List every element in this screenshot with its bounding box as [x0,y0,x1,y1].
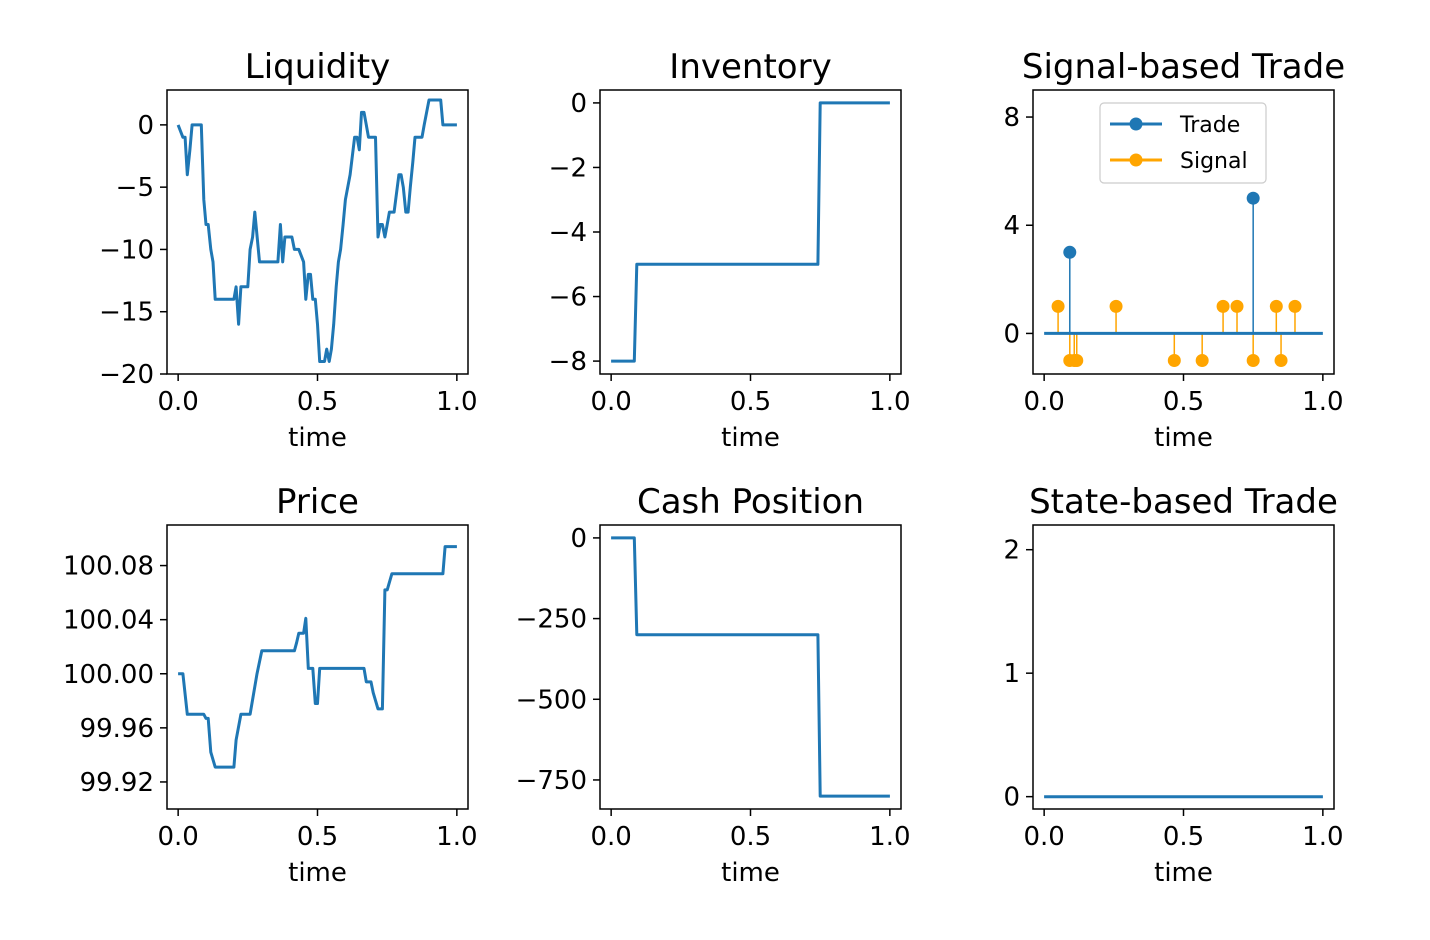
state-based-trade-y-tick-label: 0 [1003,783,1020,813]
cash-position-x-tick-label: 0.5 [730,822,771,852]
state-based-trade-y-tick-label: 2 [1003,536,1020,566]
inventory-x-tick-label: 1.0 [869,387,910,417]
inventory-series-line [611,101,890,363]
liquidity-y-tick-label: −5 [116,173,154,203]
liquidity-y-tick-label: −10 [99,235,154,265]
cash-position-title: Cash Position [637,482,864,522]
price-x-axis-label: time [288,858,347,888]
cash-position-panel: Cash Position time 0.0 0.5 1.0 0 −250 −500 −75… [516,482,911,888]
liquidity-y-tick-label: 0 [137,111,154,141]
legend-trade-marker [1129,117,1143,131]
signal-marker [1051,299,1065,313]
cash-position-y-tick-label: −750 [516,766,587,796]
liquidity-y-tick-label: −20 [99,360,154,390]
trade-marker [1246,191,1260,205]
cash-position-x-axis-label: time [721,858,780,888]
state-based-trade-x-tick-label: 1.0 [1302,822,1343,852]
signal-marker [1167,353,1181,367]
signal-based-trade-title: Signal-based Trade [1022,47,1345,87]
liquidity-x-tick-label: 0.5 [297,387,338,417]
cash-position-x-tick-label: 0.0 [590,822,631,852]
state-based-trade-x-tick-label: 0.0 [1023,822,1064,852]
cash-position-x-tick-label: 1.0 [869,822,910,852]
signal-marker [1246,353,1260,367]
signal-based-trade-x-tick-label: 0.5 [1163,387,1204,417]
liquidity-series-line [176,98,457,363]
price-x-tick-label: 0.0 [157,822,198,852]
legend-signal-label: Signal [1180,149,1248,174]
signal-marker [1070,353,1084,367]
signal-based-trade-y-tick-label: 0 [1003,319,1020,349]
signal-marker [1195,353,1209,367]
legend-signal-marker [1129,153,1143,167]
liquidity-y-tick-label: −15 [99,298,154,328]
signal-marker [1216,299,1230,313]
inventory-x-tick-label: 0.5 [730,387,771,417]
cash-position-y-tick-label: −500 [516,685,587,715]
price-y-tick-label: 100.00 [63,660,154,690]
price-title: Price [276,482,359,522]
inventory-y-tick-label: −4 [549,218,587,248]
signal-marker [1109,299,1123,313]
price-y-tick-label: 99.92 [80,768,154,798]
inventory-y-tick-label: 0 [570,89,587,119]
state-based-trade-title: State-based Trade [1029,482,1338,522]
price-series-line [178,545,457,769]
state-based-trade-x-axis-label: time [1154,858,1213,888]
inventory-title: Inventory [669,47,831,87]
signal-based-trade-x-axis-label: time [1154,423,1213,453]
signal-marker [1269,299,1283,313]
trade-marker [1063,245,1077,259]
inventory-panel: Inventory time 0.0 0.5 1.0 0 −2 −4 −6 −8 [549,47,911,453]
price-x-tick-label: 1.0 [436,822,477,852]
signal-marker [1230,299,1244,313]
liquidity-panel: Liquidity time 0.0 0.5 1.0 0 −5 −10 −15 −20 [99,47,477,453]
inventory-x-axis-label: time [721,423,780,453]
legend: Trade Signal [1099,102,1267,184]
signal-based-trade-panel: Signal-based Trade time Trade Signal 0.0 0.… [1003,47,1345,453]
signal-based-trade-y-tick-label: 8 [1003,103,1020,133]
inventory-y-tick-label: −6 [549,283,587,313]
signal-based-trade-x-tick-label: 1.0 [1302,387,1343,417]
cash-position-y-tick-label: 0 [570,524,587,554]
state-based-trade-panel: State-based Trade time 0.0 0.5 1.0 2 1 0 [1003,482,1343,888]
cash-position-y-tick-label: −250 [516,605,587,635]
signal-marker [1274,353,1288,367]
signal-based-trade-y-tick-label: 4 [1003,211,1020,241]
state-based-trade-x-tick-label: 0.5 [1163,822,1204,852]
price-x-tick-label: 0.5 [297,822,338,852]
cash-position-series-line [611,536,890,798]
signal-marker [1288,299,1302,313]
price-y-tick-label: 100.08 [63,552,154,582]
signal-based-trade-x-tick-label: 0.0 [1023,387,1064,417]
liquidity-x-tick-label: 0.0 [157,387,198,417]
inventory-x-tick-label: 0.0 [590,387,631,417]
liquidity-title: Liquidity [245,47,390,87]
legend-trade-label: Trade [1179,113,1240,138]
inventory-y-tick-label: −8 [549,347,587,377]
price-y-tick-label: 100.04 [63,606,154,636]
liquidity-x-tick-label: 1.0 [436,387,477,417]
liquidity-x-axis-label: time [288,423,347,453]
state-based-trade-y-tick-label: 1 [1003,659,1020,689]
price-panel: Price time 0.0 0.5 1.0 100.08 100.04 100.00 99… [63,482,478,888]
inventory-y-tick-label: −2 [549,153,587,183]
price-y-tick-label: 99.96 [80,714,154,744]
